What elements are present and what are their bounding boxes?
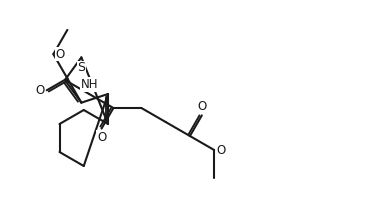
Text: NH: NH (80, 78, 98, 91)
Text: O: O (97, 131, 106, 144)
Text: O: O (36, 84, 45, 97)
Text: S: S (77, 61, 85, 74)
Text: O: O (197, 100, 206, 113)
Text: O: O (55, 48, 65, 61)
Text: O: O (216, 144, 226, 156)
